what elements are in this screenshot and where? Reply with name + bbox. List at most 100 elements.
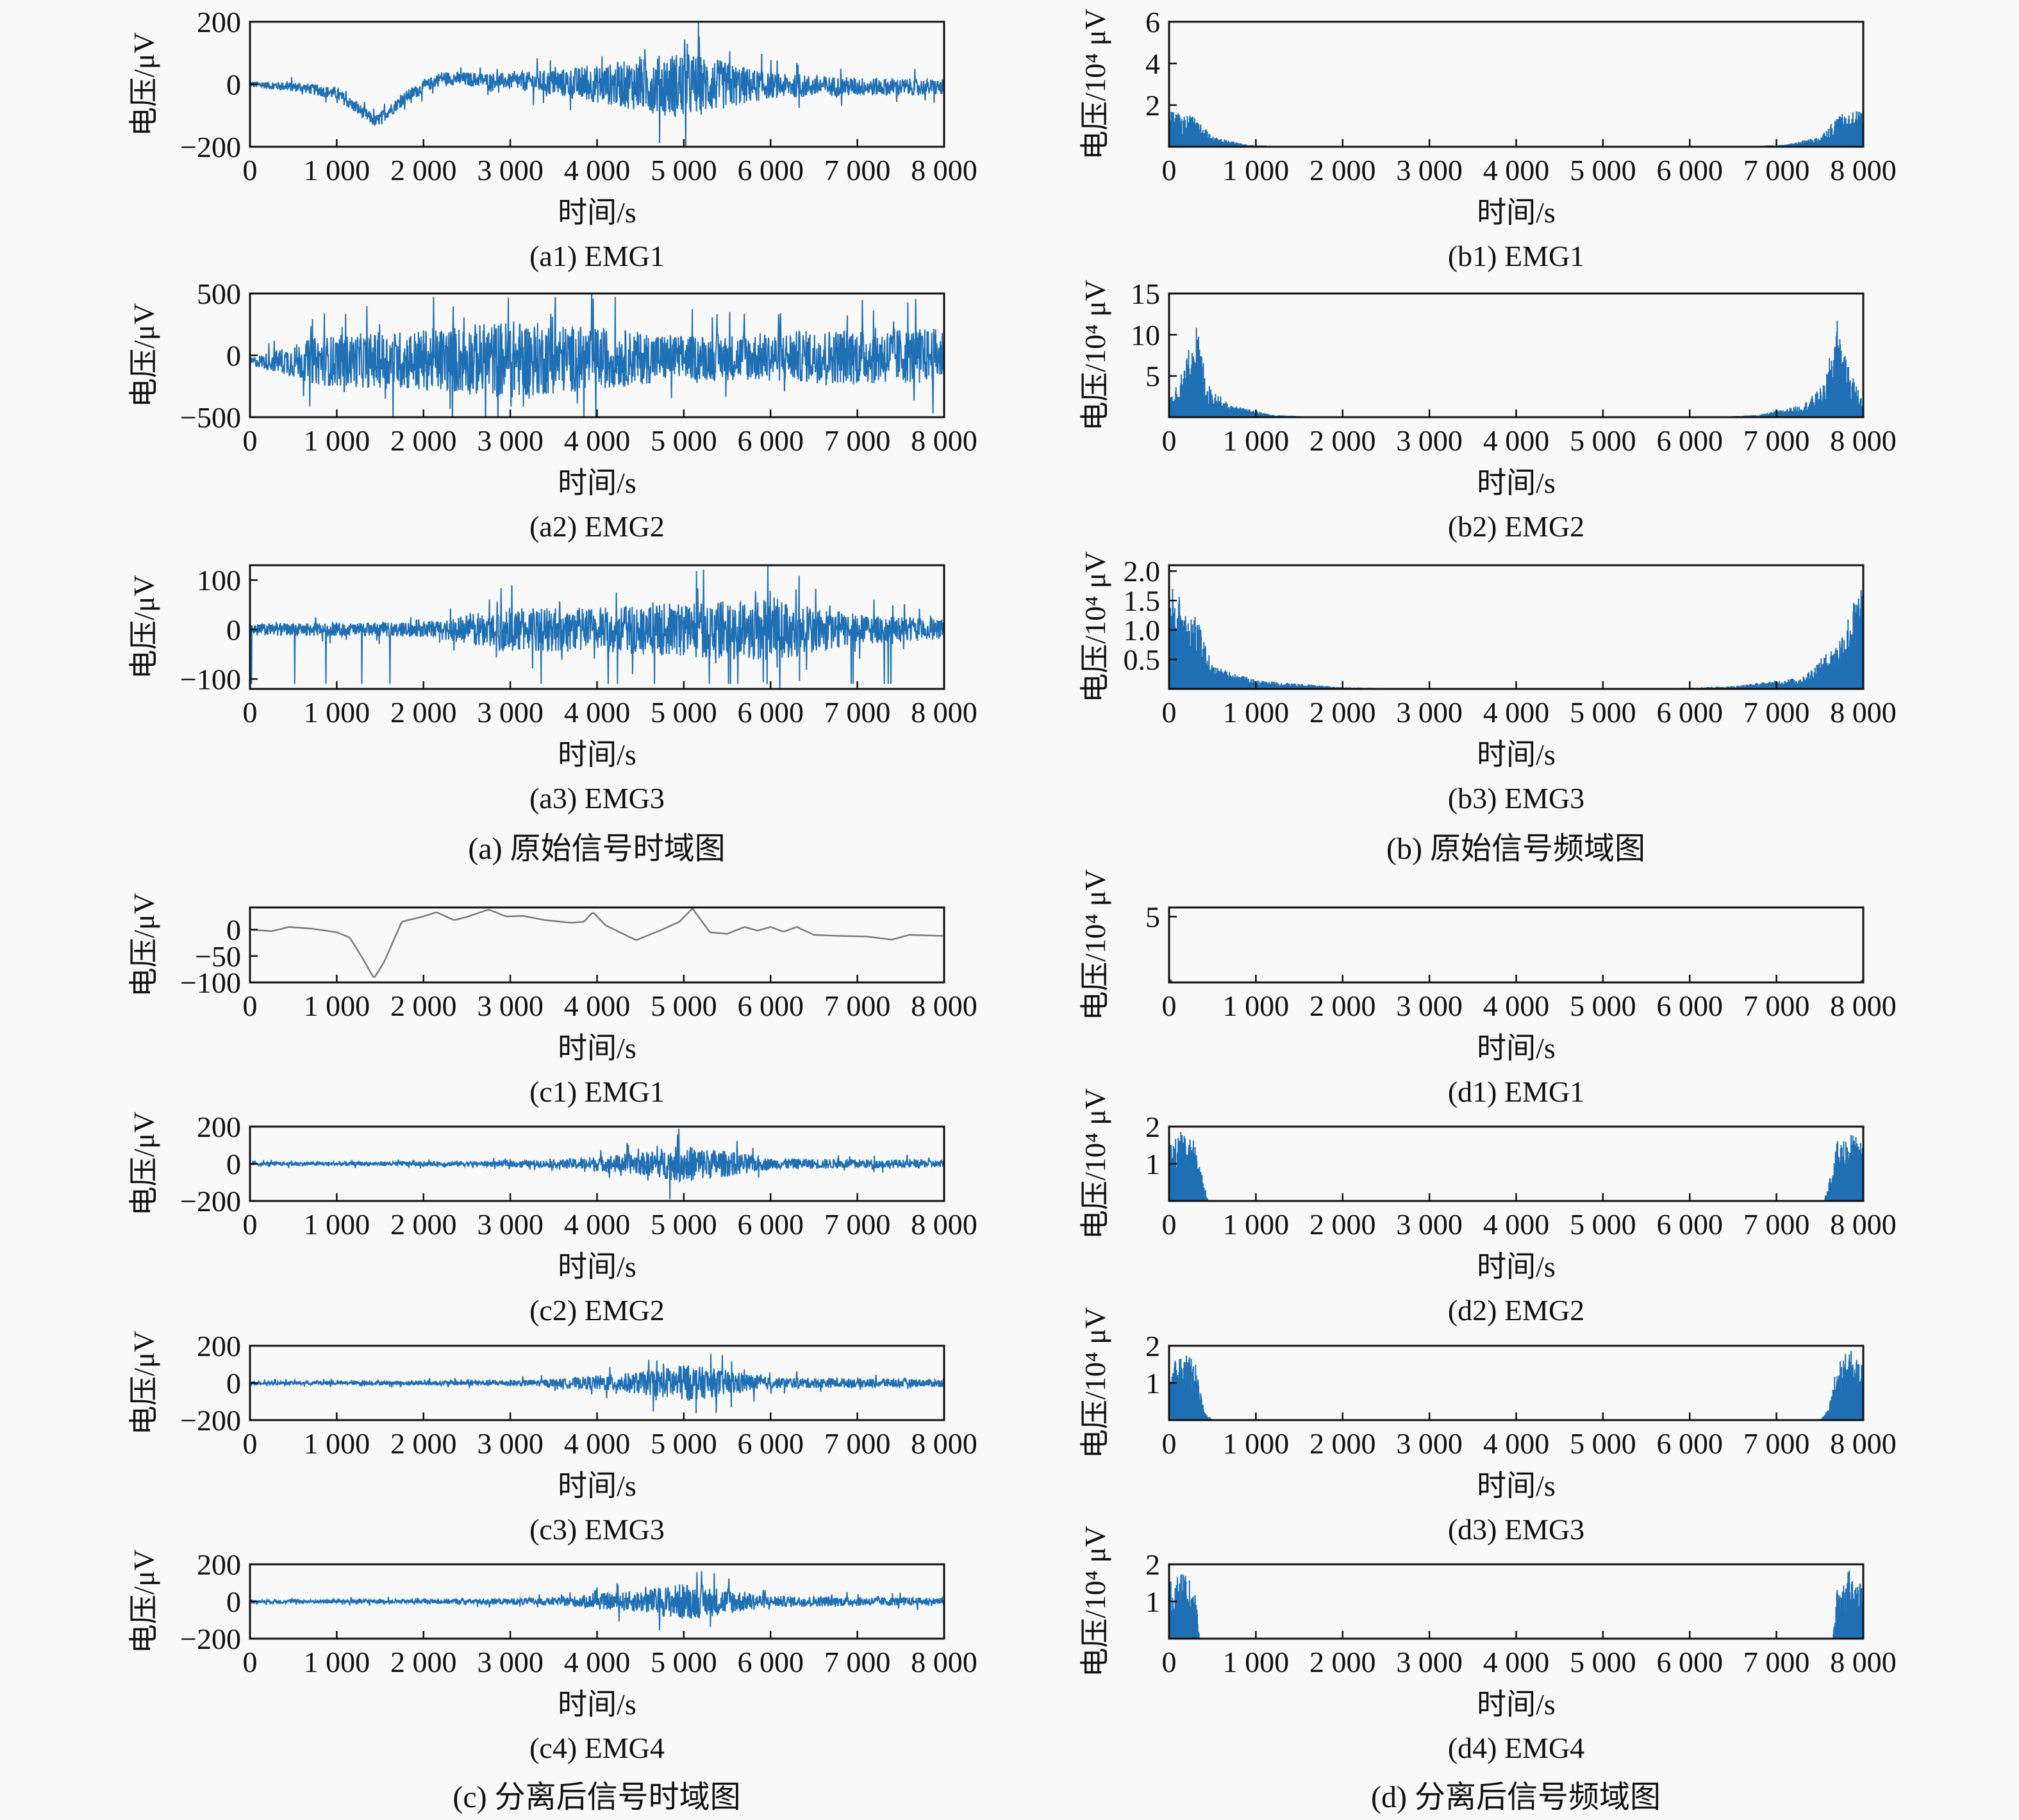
y-tick-label: 2 bbox=[1145, 89, 1160, 122]
x-tick-label: 7 000 bbox=[824, 1427, 891, 1460]
y-tick-label: 1.0 bbox=[1124, 614, 1161, 647]
subplot-b2: 0 1 000 2 000 3 000 4 000 5 000 6 000 7 000 8 00… bbox=[1079, 277, 1897, 543]
y-axis-label: 电压/10⁴ μV bbox=[1079, 869, 1111, 1020]
subplot-caption: (d1) EMG1 bbox=[1448, 1075, 1584, 1108]
x-axis-label: 时间/s bbox=[1477, 467, 1556, 499]
x-tick-label: 7 000 bbox=[1743, 154, 1810, 186]
y-tick-label: 0 bbox=[226, 69, 241, 101]
x-tick-label: 8 000 bbox=[1830, 989, 1897, 1022]
x-tick-label: 8 000 bbox=[911, 424, 977, 457]
x-tick-label: 0 bbox=[243, 1208, 258, 1241]
y-axis-label: 电压/μV bbox=[128, 575, 160, 679]
x-tick-label: 1 000 bbox=[1223, 989, 1290, 1022]
x-tick-label: 8 000 bbox=[1830, 154, 1897, 186]
x-tick-label: 5 000 bbox=[651, 154, 717, 186]
x-tick-label: 1 000 bbox=[304, 424, 370, 457]
series-line-b2 bbox=[1169, 320, 1863, 417]
x-tick-label: 4 000 bbox=[1483, 1646, 1550, 1678]
y-tick-label: 10 bbox=[1131, 318, 1160, 351]
x-tick-label: 2 000 bbox=[390, 1208, 457, 1241]
subplot-d3: 0 1 000 2 000 3 000 4 000 5 000 6 000 7 000 8 00… bbox=[1079, 1307, 1897, 1546]
subplot-d1: 0 1 000 2 000 3 000 4 000 5 000 6 000 7 000 8 00… bbox=[1079, 869, 1897, 1108]
x-tick-label: 6 000 bbox=[1657, 424, 1724, 457]
subplot-caption: (b2) EMG2 bbox=[1448, 510, 1584, 543]
subplot-a1: 0 1 000 2 000 3 000 4 000 5 000 6 000 7 000 8 00… bbox=[128, 6, 977, 272]
subplot-a2: 0 1 000 2 000 3 000 4 000 5 000 6 000 7 000 8 00… bbox=[128, 277, 977, 543]
series-line-d4 bbox=[1169, 1570, 1863, 1639]
subplot-c3: 0 1 000 2 000 3 000 4 000 5 000 6 000 7 000 8 00… bbox=[128, 1330, 977, 1546]
x-tick-label: 5 000 bbox=[1570, 424, 1636, 457]
x-axis-label: 时间/s bbox=[558, 1032, 636, 1064]
subplot-d4: 0 1 000 2 000 3 000 4 000 5 000 6 000 7 000 8 00… bbox=[1079, 1526, 1897, 1764]
subplot-caption: (d3) EMG3 bbox=[1448, 1513, 1584, 1546]
subplot-caption: (b3) EMG3 bbox=[1448, 782, 1584, 815]
axes-frame bbox=[1168, 906, 1865, 984]
x-tick-label: 7 000 bbox=[824, 696, 891, 729]
x-tick-label: 1 000 bbox=[304, 696, 370, 729]
y-tick-label: 15 bbox=[1131, 277, 1160, 310]
x-tick-label: 7 000 bbox=[1743, 1208, 1810, 1241]
y-tick-label: 0 bbox=[226, 914, 241, 947]
x-tick-label: 5 000 bbox=[651, 989, 717, 1022]
x-tick-label: 0 bbox=[243, 154, 258, 186]
x-tick-label: 7 000 bbox=[1743, 989, 1810, 1022]
y-tick-label: 0 bbox=[226, 1585, 241, 1618]
y-tick-label: 100 bbox=[197, 564, 241, 597]
subplot-a3: 0 1 000 2 000 3 000 4 000 5 000 6 000 7 000 8 00… bbox=[128, 564, 977, 815]
axes-frame bbox=[1168, 1125, 1865, 1202]
subplot-caption: (c4) EMG4 bbox=[529, 1732, 665, 1764]
x-tick-label: 8 000 bbox=[911, 696, 977, 729]
y-tick-label: 6 bbox=[1145, 6, 1160, 38]
series-line-a3 bbox=[250, 565, 944, 689]
x-tick-label: 8 000 bbox=[911, 1646, 977, 1678]
x-tick-label: 3 000 bbox=[1396, 1208, 1463, 1241]
x-tick-label: 2 000 bbox=[1309, 154, 1376, 186]
x-tick-label: 6 000 bbox=[738, 424, 804, 457]
y-tick-label: 0 bbox=[226, 340, 241, 372]
x-tick-label: 3 000 bbox=[1396, 989, 1463, 1022]
y-tick-label: −100 bbox=[180, 663, 241, 696]
x-tick-label: 8 000 bbox=[1830, 696, 1897, 729]
x-tick-label: 2 000 bbox=[390, 154, 457, 186]
series-line-d2 bbox=[1169, 1132, 1863, 1201]
series-line-c4 bbox=[250, 1571, 944, 1631]
x-tick-label: 2 000 bbox=[1309, 989, 1376, 1022]
y-tick-label: −50 bbox=[195, 940, 241, 973]
x-tick-label: 0 bbox=[1162, 989, 1177, 1022]
x-tick-label: 2 000 bbox=[1309, 1427, 1376, 1460]
axes-frame bbox=[1168, 564, 1865, 690]
x-tick-label: 3 000 bbox=[1396, 696, 1463, 729]
x-tick-label: 4 000 bbox=[564, 1208, 631, 1241]
x-tick-label: 2 000 bbox=[390, 989, 457, 1022]
x-tick-label: 6 000 bbox=[1657, 1646, 1724, 1678]
x-tick-label: 4 000 bbox=[1483, 989, 1550, 1022]
subplot-caption: (a1) EMG1 bbox=[529, 240, 665, 272]
series-line-c3 bbox=[250, 1353, 944, 1414]
x-tick-label: 3 000 bbox=[477, 989, 544, 1022]
y-tick-label: 1 bbox=[1145, 1367, 1160, 1400]
y-tick-label: 2.0 bbox=[1124, 555, 1161, 588]
subplot-d2: 0 1 000 2 000 3 000 4 000 5 000 6 000 7 000 8 00… bbox=[1079, 1088, 1897, 1327]
x-tick-label: 6 000 bbox=[1657, 696, 1724, 729]
x-tick-label: 5 000 bbox=[1570, 1208, 1636, 1241]
y-tick-label: 1 bbox=[1145, 1585, 1160, 1618]
subplot-c1: 0 1 000 2 000 3 000 4 000 5 000 6 000 7 000 8 00… bbox=[128, 893, 977, 1108]
x-tick-label: 6 000 bbox=[738, 989, 804, 1022]
x-tick-label: 5 000 bbox=[651, 696, 717, 729]
x-tick-label: 1 000 bbox=[1223, 154, 1290, 186]
y-tick-label: 200 bbox=[197, 1111, 241, 1143]
y-axis-label: 电压/μV bbox=[128, 1550, 160, 1654]
y-axis-label: 电压/10⁴ μV bbox=[1079, 551, 1111, 702]
x-tick-label: 6 000 bbox=[1657, 1208, 1724, 1241]
y-tick-label: 2 bbox=[1145, 1111, 1160, 1143]
y-tick-label: 0 bbox=[226, 1148, 241, 1180]
x-tick-label: 1 000 bbox=[304, 1646, 370, 1678]
group-caption-a: (a) 原始信号时域图 bbox=[468, 832, 725, 866]
x-tick-label: 3 000 bbox=[477, 1427, 544, 1460]
y-axis-label: 电压/10⁴ μV bbox=[1079, 8, 1111, 160]
y-tick-label: 200 bbox=[197, 1548, 241, 1581]
x-tick-label: 3 000 bbox=[1396, 1427, 1463, 1460]
x-tick-label: 6 000 bbox=[738, 696, 804, 729]
y-axis-label: 电压/μV bbox=[128, 32, 160, 136]
x-tick-label: 4 000 bbox=[1483, 1427, 1550, 1460]
